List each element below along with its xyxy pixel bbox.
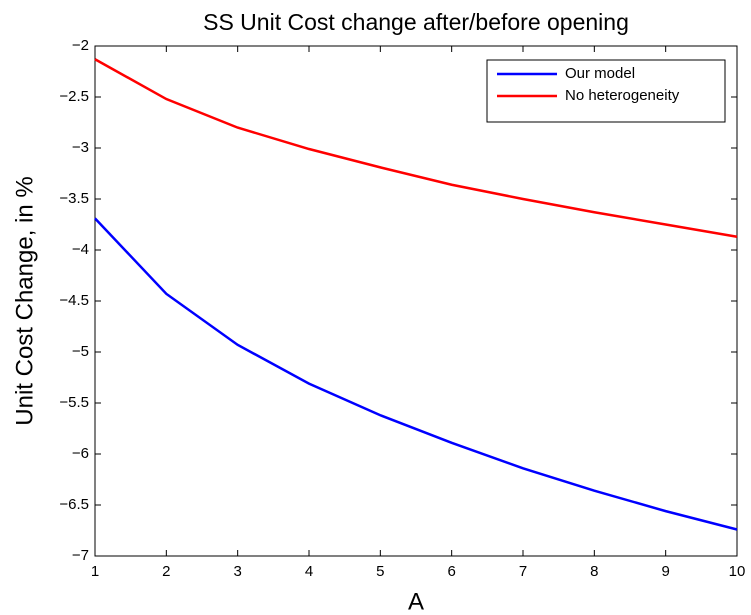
y-tick-label: −4	[72, 241, 89, 258]
x-tick-label: 4	[305, 563, 313, 580]
x-tick-label: 8	[590, 563, 598, 580]
x-axis-label: A	[408, 588, 424, 615]
y-tick-label: −7	[72, 547, 89, 564]
y-tick-label: −5.5	[59, 394, 89, 411]
legend-label: No heterogeneity	[565, 87, 680, 104]
y-tick-label: −4.5	[59, 292, 89, 309]
x-tick-label: 9	[661, 563, 669, 580]
legend-box	[486, 59, 726, 123]
y-tick-label: −2.5	[59, 88, 89, 105]
x-tick-label: 2	[162, 563, 170, 580]
x-tick-label: 3	[233, 563, 241, 580]
y-tick-label: −3.5	[59, 190, 89, 207]
x-tick-label: 1	[91, 563, 99, 580]
y-tick-label: −6.5	[59, 496, 89, 513]
x-tick-label: 5	[376, 563, 384, 580]
y-tick-label: −6	[72, 445, 89, 462]
x-tick-label: 6	[447, 563, 455, 580]
y-tick-label: −2	[72, 37, 89, 54]
y-tick-label: −5	[72, 343, 89, 360]
series-line	[94, 58, 738, 238]
legend-label: Our model	[565, 65, 635, 82]
y-axis-label: Unit Cost Change, in %	[11, 176, 38, 425]
series-line	[94, 217, 738, 531]
y-tick-label: −3	[72, 139, 89, 156]
chart-title: SS Unit Cost change after/before opening	[203, 9, 629, 35]
x-tick-label: 10	[729, 563, 746, 580]
x-tick-label: 7	[519, 563, 527, 580]
